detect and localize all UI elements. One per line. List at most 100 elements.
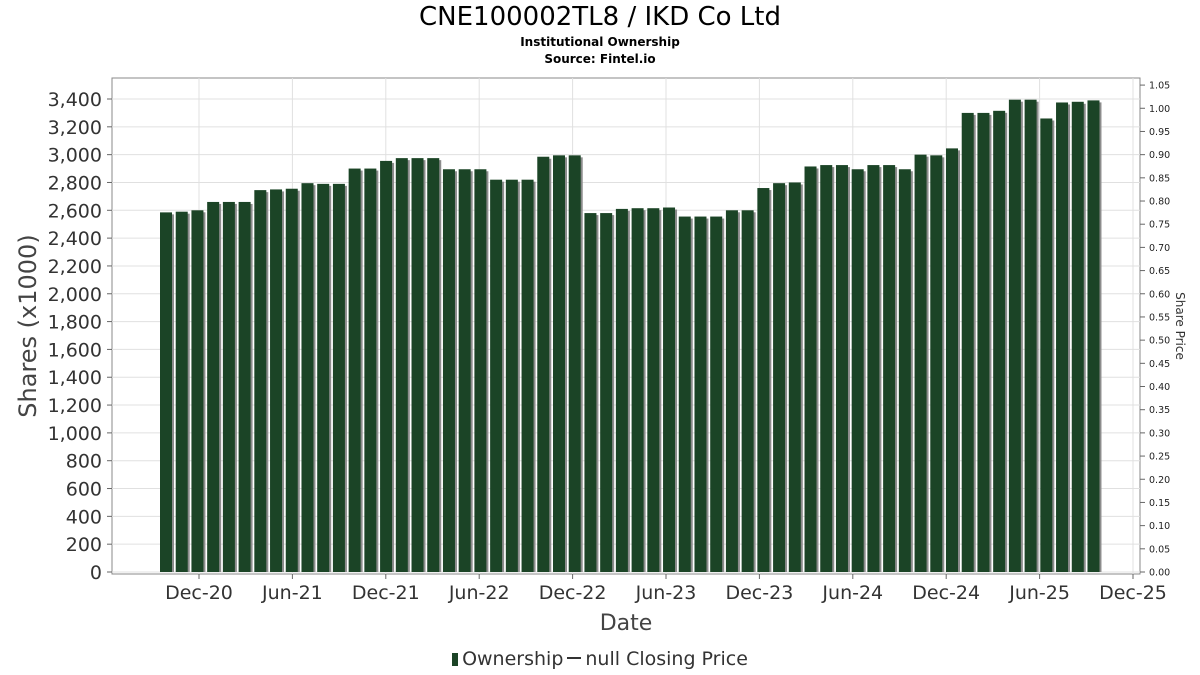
ownership-bar	[490, 179, 503, 572]
ownership-bar	[1008, 99, 1021, 572]
ownership-bar	[600, 213, 613, 572]
ownership-bar	[883, 165, 896, 573]
x-axis: Dec-20 Jun-21 Dec-21 Jun-22 Dec-22 Jun-23 Dec-…	[165, 574, 1167, 604]
y-tick-label: 1,800	[48, 312, 102, 334]
ownership-bar	[411, 158, 424, 572]
y-tick-label: 0	[90, 562, 102, 584]
ownership-bar	[427, 158, 440, 572]
ownership-bar	[867, 165, 880, 573]
ownership-bar	[678, 216, 691, 572]
ownership-bar	[395, 158, 408, 572]
ownership-bar	[1024, 99, 1037, 572]
y-tick-label: 3,000	[48, 145, 102, 167]
ownership-bar	[553, 155, 565, 572]
ownership-bar	[773, 183, 786, 572]
y2-tick-label: 1.05	[1149, 81, 1170, 92]
y-tick-label: 600	[66, 479, 102, 501]
x-tick-label: Dec-25	[1099, 582, 1167, 604]
ownership-bar	[474, 169, 487, 573]
ownership-bar	[977, 112, 990, 572]
chart-subtitle: Institutional Ownership	[520, 35, 680, 49]
ownership-bar	[820, 165, 833, 573]
ownership-bar	[694, 216, 707, 572]
ownership-bar	[584, 213, 597, 572]
ownership-bar	[851, 169, 864, 573]
y-tick-label: 2,800	[48, 172, 102, 194]
y2-tick-label: 0.60	[1149, 289, 1170, 300]
x-axis-label: Date	[600, 611, 653, 636]
y2-tick-label: 0.20	[1149, 475, 1170, 486]
ownership-bar	[332, 183, 345, 573]
legend: Ownership null Closing Price	[0, 648, 1200, 670]
x-tick-label: Dec-23	[725, 582, 793, 604]
y2-tick-label: 1.00	[1149, 104, 1170, 115]
y-tick-label: 2,200	[48, 256, 102, 278]
ownership-bar	[898, 169, 911, 573]
ownership-bar	[1056, 102, 1069, 573]
ownership-bar	[160, 212, 172, 572]
y-tick-label: 800	[66, 451, 102, 473]
ownership-bar	[254, 190, 267, 572]
y-tick-label: 2,000	[48, 284, 102, 306]
y-tick-label: 3,200	[48, 117, 102, 139]
bars	[160, 99, 1102, 573]
ownership-bar	[961, 112, 974, 572]
legend-ownership-label: Ownership	[462, 648, 564, 670]
ownership-bar	[710, 216, 723, 572]
ownership-bar	[647, 208, 660, 573]
ownership-bar	[175, 211, 188, 572]
ownership-legend-swatch	[452, 653, 459, 666]
ownership-bar	[788, 182, 801, 572]
y-tick-label: 1,000	[48, 423, 102, 445]
y2-tick-label: 0.80	[1149, 197, 1170, 208]
ownership-bar	[835, 165, 848, 573]
x-tick-label: Jun-22	[448, 582, 510, 604]
ownership-bar	[207, 201, 220, 572]
ownership-bar	[1071, 101, 1084, 573]
x-tick-label: Dec-22	[539, 582, 607, 604]
ownership-bar	[1087, 100, 1100, 572]
y2-tick-label: 0.75	[1149, 220, 1170, 231]
chart-title: CNE100002TL8 / IKD Co Ltd	[419, 2, 781, 32]
y-tick-label: 400	[66, 506, 102, 528]
ownership-bar	[191, 210, 204, 572]
x-tick-label: Dec-20	[165, 582, 233, 604]
ownership-bar	[458, 169, 471, 573]
y-tick-label: 2,400	[48, 228, 102, 250]
ownership-bar	[1040, 118, 1053, 572]
y-tick-label: 200	[66, 534, 102, 556]
y-tick-label: 2,600	[48, 200, 102, 222]
ownership-bar	[380, 160, 393, 572]
y-tick-label: 1,600	[48, 339, 102, 361]
y2-tick-label: 0.00	[1149, 568, 1170, 579]
y2-tick-label: 0.10	[1149, 521, 1170, 532]
ownership-bar	[521, 179, 534, 572]
y2-tick-label: 0.40	[1149, 382, 1170, 393]
ownership-bar	[238, 201, 251, 572]
x-tick-label: Jun-23	[635, 582, 697, 604]
ownership-bar	[317, 183, 330, 573]
y2-tick-label: 0.70	[1149, 243, 1170, 254]
ownership-bar	[537, 156, 550, 572]
ownership-bar	[615, 208, 628, 572]
ownership-bar	[442, 169, 455, 573]
y2-tick-label: 0.50	[1149, 336, 1170, 347]
y2-axis: 0.00 0.05 0.10 0.15 0.20 0.25 0.30 0.35 0.40 0.45…	[1140, 81, 1170, 579]
ownership-bar	[725, 210, 738, 572]
y2-tick-label: 0.30	[1149, 428, 1170, 439]
ownership-bar	[270, 189, 283, 573]
y2-tick-label: 0.25	[1149, 452, 1170, 463]
y-axis-label: Shares (x1000)	[14, 234, 42, 417]
ownership-bar	[364, 168, 377, 572]
x-tick-label: Jun-24	[821, 582, 883, 604]
ownership-bar	[301, 183, 314, 572]
x-tick-label: Jun-25	[1008, 582, 1070, 604]
x-tick-label: Jun-21	[261, 582, 323, 604]
ownership-bar	[568, 155, 581, 572]
ownership-bar	[930, 155, 943, 572]
ownership-bar	[222, 201, 235, 572]
ownership-bar	[741, 210, 754, 572]
ownership-bar	[993, 110, 1006, 572]
closing-price-legend-swatch	[567, 657, 582, 659]
